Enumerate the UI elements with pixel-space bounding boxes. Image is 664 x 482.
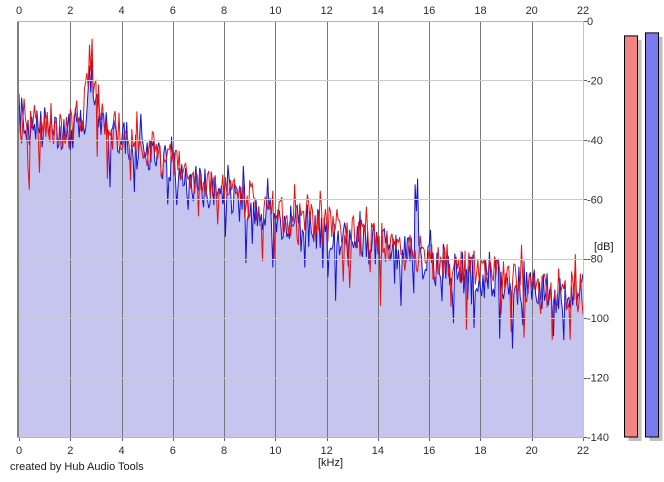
x-axis-top-labels: 0 2 4 6 8 10 12 14 16 18 20 22: [16, 5, 589, 17]
horizontal-gridlines: [19, 80, 583, 379]
x-tick-label: 22: [577, 445, 589, 457]
x-tick-label: 4: [118, 445, 124, 457]
x-tick-label: 20: [526, 5, 538, 17]
x-tick-label: 10: [269, 445, 281, 457]
x-tick-label: 16: [423, 445, 435, 457]
y-axis-right-labels: 0 -20 -40 -60 -80 -100 -120 -140: [587, 16, 609, 444]
x-tick-label: 8: [221, 5, 227, 17]
y-tick-label: -140: [587, 432, 609, 444]
y-axis-unit-label: [dB]: [594, 241, 614, 253]
spectrum-trace-red: [18, 38, 584, 340]
x-tick-label: 18: [474, 5, 486, 17]
x-tick-label: 18: [474, 445, 486, 457]
y-tick-label: -120: [587, 373, 609, 385]
y-tick-label: -60: [587, 194, 603, 206]
x-tick-label: 12: [320, 445, 332, 457]
footer-credit: created by Hub Audio Tools: [10, 461, 144, 473]
y-tick-label: -40: [587, 135, 603, 147]
level-meters: [624, 32, 663, 442]
x-tick-label: 10: [269, 5, 281, 17]
y-tick-label: -20: [587, 75, 603, 87]
x-tick-label: 16: [423, 5, 435, 17]
x-tick-label: 2: [67, 5, 73, 17]
axis-ticks: [19, 21, 587, 441]
plot-border: [17, 21, 584, 438]
level-meter-red: [624, 35, 638, 438]
x-tick-label: 20: [526, 445, 538, 457]
x-tick-label: 0: [16, 5, 22, 17]
x-tick-label: 8: [221, 445, 227, 457]
x-tick-label: 6: [170, 5, 176, 17]
x-tick-label: 14: [372, 5, 384, 17]
x-tick-label: 2: [67, 445, 73, 457]
x-tick-label: 12: [320, 5, 332, 17]
x-tick-label: 0: [16, 445, 22, 457]
x-axis-unit-label: [kHz]: [318, 457, 344, 469]
x-tick-label: 4: [118, 5, 124, 17]
x-tick-label: 22: [577, 5, 589, 17]
x-tick-label: 6: [170, 445, 176, 457]
y-tick-label: -80: [587, 254, 603, 266]
y-tick-label: -100: [587, 313, 609, 325]
x-tick-label: 14: [372, 445, 384, 457]
y-tick-label: 0: [587, 16, 593, 28]
x-axis-bottom-labels: 0 2 4 6 8 10 12 14 16 18 20 22: [16, 445, 589, 457]
level-meter-blue: [645, 32, 659, 438]
